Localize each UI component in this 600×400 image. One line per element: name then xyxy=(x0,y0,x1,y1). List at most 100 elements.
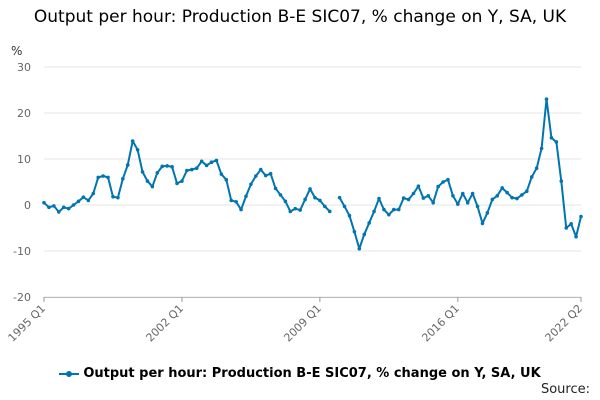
data-point xyxy=(66,206,71,211)
data-point xyxy=(436,184,440,189)
legend: Output per hour: Production B-E SIC07, %… xyxy=(0,366,600,381)
data-point xyxy=(42,200,46,205)
data-point xyxy=(288,209,293,214)
series-line xyxy=(43,98,582,250)
data-point xyxy=(263,173,268,178)
data-point xyxy=(209,160,214,165)
data-point xyxy=(194,166,199,170)
axes: -20 -10 0 10 20 30 1995 Q1 2002 Q1 2009 Q1 2016 Q… xyxy=(6,61,586,344)
data-point xyxy=(416,184,421,188)
data-point xyxy=(426,194,431,198)
y-tick-label: 10 xyxy=(17,153,31,166)
data-point xyxy=(135,148,140,152)
data-point xyxy=(470,191,475,196)
data-point xyxy=(61,205,66,210)
data-point xyxy=(564,226,569,230)
data-point xyxy=(372,209,376,214)
data-point xyxy=(185,168,189,173)
data-point xyxy=(574,234,578,239)
data-point xyxy=(155,171,160,175)
data-point xyxy=(125,163,130,167)
data-point xyxy=(460,191,465,196)
data-point xyxy=(249,182,253,187)
data-point xyxy=(441,180,445,184)
data-point xyxy=(475,204,480,209)
x-tick-label: 2002 Q1 xyxy=(144,302,187,345)
data-point xyxy=(160,164,165,169)
data-point xyxy=(327,209,332,214)
data-point xyxy=(362,232,367,237)
chart-title: Output per hour: Production B-E SIC07, %… xyxy=(33,7,567,27)
source-label: Source: xyxy=(540,382,590,397)
data-point xyxy=(116,195,120,200)
y-tick-label: 20 xyxy=(17,107,31,120)
data-point xyxy=(254,174,258,178)
data-point xyxy=(387,212,391,217)
data-point xyxy=(189,167,194,172)
y-tick-label: -10 xyxy=(13,245,31,258)
data-point xyxy=(121,176,125,181)
data-point xyxy=(446,177,450,182)
y-tick-label: 30 xyxy=(17,61,31,74)
data-point xyxy=(465,200,470,205)
data-point xyxy=(106,175,110,180)
data-point xyxy=(52,204,56,208)
data-point xyxy=(357,246,362,251)
series-layer xyxy=(42,97,583,251)
data-point xyxy=(485,211,490,215)
data-point xyxy=(554,140,559,144)
data-point xyxy=(140,170,145,174)
data-point xyxy=(367,221,371,225)
data-point xyxy=(56,210,61,214)
data-point xyxy=(313,195,317,200)
data-point xyxy=(342,204,347,209)
data-point xyxy=(298,208,302,212)
data-point xyxy=(150,184,155,189)
gridlines xyxy=(44,66,581,298)
data-point xyxy=(505,190,509,195)
data-point xyxy=(549,136,554,140)
data-point xyxy=(421,196,426,200)
data-point xyxy=(175,181,179,186)
data-point xyxy=(145,179,150,183)
data-point xyxy=(283,199,288,204)
data-point xyxy=(495,194,500,198)
data-point xyxy=(130,139,135,143)
data-point xyxy=(308,187,312,191)
data-point xyxy=(229,198,234,203)
data-point xyxy=(396,207,401,212)
data-point xyxy=(219,172,224,176)
data-point xyxy=(318,198,322,203)
data-point xyxy=(411,191,416,196)
data-point xyxy=(81,195,86,199)
x-tick-label: 2016 Q1 xyxy=(419,302,462,345)
data-point xyxy=(239,207,243,212)
y-tick-label: 0 xyxy=(24,199,31,212)
data-point xyxy=(180,179,184,183)
data-point xyxy=(273,186,278,191)
data-point xyxy=(382,207,386,212)
data-point xyxy=(76,199,81,204)
data-point xyxy=(165,164,169,168)
data-point xyxy=(293,206,298,211)
data-point xyxy=(490,197,495,202)
data-point xyxy=(224,177,229,182)
data-point xyxy=(510,195,514,200)
x-tick-label: 2022 Q2 xyxy=(543,302,586,345)
legend-line-marker-icon xyxy=(59,369,80,379)
data-point xyxy=(71,203,76,207)
data-point xyxy=(268,171,273,176)
y-axis-unit-label: % xyxy=(11,44,22,58)
data-point xyxy=(525,189,529,193)
data-point xyxy=(347,213,352,218)
data-point xyxy=(352,229,357,234)
data-point xyxy=(391,207,396,212)
data-point xyxy=(579,214,583,219)
data-point xyxy=(401,196,406,200)
data-point xyxy=(214,158,219,163)
data-point xyxy=(204,163,209,168)
data-point xyxy=(47,205,51,210)
data-point xyxy=(480,221,485,226)
x-tick-label: 1995 Q1 xyxy=(6,302,49,345)
